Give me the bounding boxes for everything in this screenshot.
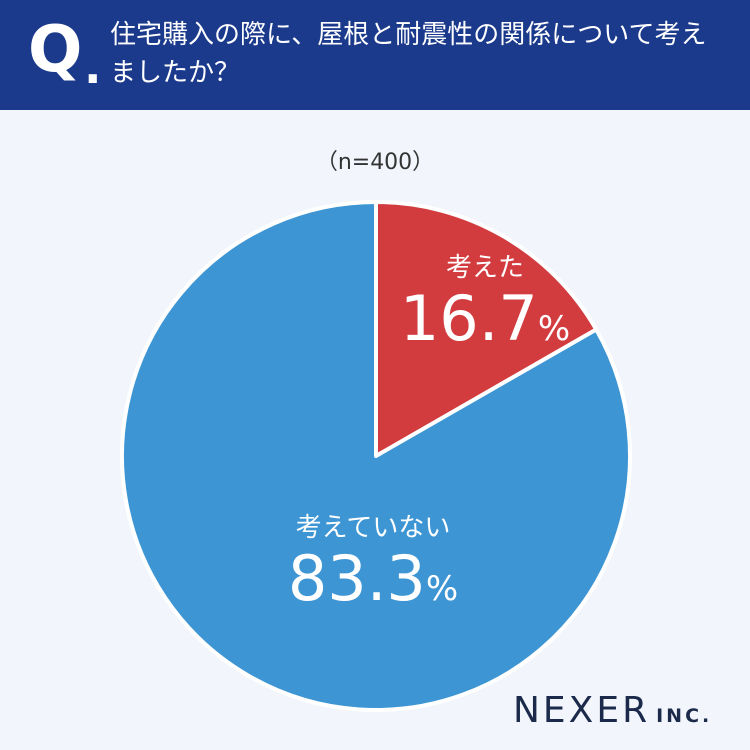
question-text: 住宅購入の際に、屋根と耐震性の関係について考えましたか？ (110, 20, 707, 88)
pie-slice-not-considered (120, 200, 632, 712)
q-letter: Q (28, 13, 83, 87)
slice-name-considered: 考えた (445, 253, 524, 283)
question-header: Q . 住宅購入の際に、屋根と耐震性の関係について考えましたか？ (0, 0, 750, 110)
slice-label-not-considered: 考えていない 83.3% (228, 512, 518, 624)
nexer-logo: NEXER INC. (513, 690, 712, 731)
slice-value-not-considered: 83.3% (287, 542, 459, 615)
slice-value-considered: 16.7% (399, 282, 571, 355)
slice-name-not-considered: 考えていない (295, 513, 451, 543)
logo-suffix: INC. (656, 705, 713, 727)
slice-label-considered: 考えた 16.7% (380, 252, 590, 364)
pie-slice-considered (374, 200, 599, 458)
logo-main: NEXER (513, 690, 651, 731)
q-dot: . (84, 40, 102, 94)
sample-size: （n=400） (315, 150, 435, 175)
